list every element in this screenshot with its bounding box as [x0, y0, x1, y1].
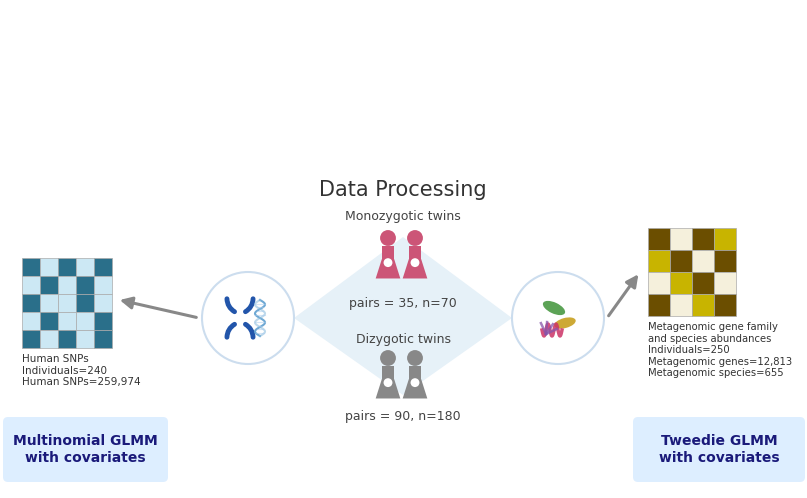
Bar — [692, 228, 714, 250]
Bar — [670, 228, 692, 250]
Bar — [40, 312, 58, 330]
Bar — [409, 366, 421, 380]
Circle shape — [410, 377, 420, 388]
Text: Tweedie GLMM
with covariates: Tweedie GLMM with covariates — [659, 434, 780, 465]
Bar — [22, 312, 40, 330]
Bar — [58, 276, 76, 294]
Circle shape — [410, 257, 420, 268]
Bar — [58, 312, 76, 330]
Polygon shape — [403, 259, 428, 278]
FancyBboxPatch shape — [633, 417, 805, 482]
Circle shape — [383, 257, 393, 268]
Bar — [40, 294, 58, 312]
Bar — [692, 272, 714, 294]
Bar — [22, 330, 40, 348]
Circle shape — [380, 350, 396, 366]
Bar — [382, 366, 394, 380]
Circle shape — [383, 377, 393, 388]
Bar — [670, 294, 692, 316]
Text: Dizygotic twins: Dizygotic twins — [356, 333, 450, 346]
Text: pairs = 90, n=180: pairs = 90, n=180 — [345, 410, 461, 423]
Polygon shape — [376, 259, 400, 278]
Bar — [714, 294, 736, 316]
Bar — [382, 246, 394, 260]
Circle shape — [380, 230, 396, 246]
Bar — [94, 276, 112, 294]
Polygon shape — [294, 237, 512, 318]
Bar — [40, 258, 58, 276]
Polygon shape — [376, 379, 400, 398]
Bar — [692, 294, 714, 316]
Circle shape — [512, 272, 604, 364]
Bar — [94, 294, 112, 312]
Bar — [648, 228, 670, 250]
Bar — [94, 312, 112, 330]
Bar — [76, 294, 94, 312]
Bar — [58, 294, 76, 312]
Bar — [670, 272, 692, 294]
Circle shape — [407, 350, 423, 366]
Text: Data Processing: Data Processing — [320, 180, 487, 200]
Bar — [714, 272, 736, 294]
Text: Multinomial GLMM
with covariates: Multinomial GLMM with covariates — [13, 434, 158, 465]
Bar — [76, 258, 94, 276]
Bar — [714, 250, 736, 272]
Text: Monozygotic twins: Monozygotic twins — [345, 210, 461, 223]
Bar — [94, 330, 112, 348]
Bar — [40, 276, 58, 294]
Text: Metagenomic gene family
and species abundances
Individuals=250
Metagenomic genes: Metagenomic gene family and species abun… — [648, 322, 792, 378]
Bar — [76, 276, 94, 294]
Bar — [76, 312, 94, 330]
Bar — [58, 330, 76, 348]
Ellipse shape — [554, 317, 575, 329]
Bar — [692, 250, 714, 272]
Bar — [648, 250, 670, 272]
Circle shape — [407, 230, 423, 246]
Bar — [22, 276, 40, 294]
Bar — [40, 330, 58, 348]
Polygon shape — [403, 379, 428, 398]
Text: pairs = 35, n=70: pairs = 35, n=70 — [349, 297, 457, 310]
Bar — [648, 272, 670, 294]
Bar — [22, 294, 40, 312]
Bar — [648, 294, 670, 316]
Bar — [714, 228, 736, 250]
Bar — [22, 258, 40, 276]
Bar — [58, 258, 76, 276]
Bar — [76, 330, 94, 348]
Text: Human SNPs
Individuals=240
Human SNPs=259,974: Human SNPs Individuals=240 Human SNPs=25… — [22, 354, 140, 387]
Circle shape — [202, 272, 294, 364]
Polygon shape — [294, 318, 512, 395]
Bar — [670, 250, 692, 272]
Ellipse shape — [543, 301, 565, 315]
Bar — [409, 246, 421, 260]
Bar — [94, 258, 112, 276]
FancyBboxPatch shape — [3, 417, 168, 482]
